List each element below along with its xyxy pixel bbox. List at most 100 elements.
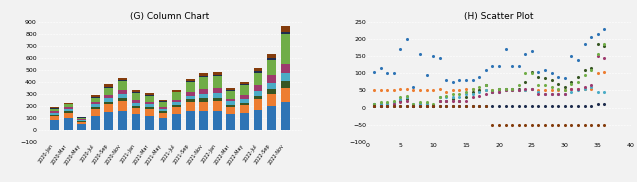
- Bar: [64, 112, 73, 118]
- Sample 3: [428, 104, 438, 107]
- Sample 3: [369, 103, 379, 106]
- Sample 2: [599, 70, 610, 73]
- Sample 8: [494, 123, 504, 126]
- Sample 2: [461, 87, 471, 90]
- Sample 5: [395, 101, 405, 104]
- Sample 4: [369, 103, 379, 106]
- Bar: [240, 85, 249, 95]
- Bar: [50, 109, 59, 111]
- Bar: [213, 101, 222, 111]
- Sample 2: [501, 89, 511, 92]
- Sample 5: [448, 99, 458, 102]
- Bar: [104, 112, 113, 130]
- Sample 6: [474, 86, 484, 88]
- Bar: [186, 79, 195, 81]
- Bar: [227, 101, 235, 105]
- Bar: [132, 93, 140, 100]
- Sample 4: [415, 103, 425, 106]
- Bar: [104, 88, 113, 95]
- Sample 7: [441, 104, 452, 107]
- Sample 2: [434, 87, 445, 90]
- Sample 8: [481, 104, 491, 107]
- Sample 8: [586, 123, 596, 126]
- Sample 1: [408, 86, 419, 88]
- Bar: [254, 110, 262, 130]
- Sample 4: [434, 96, 445, 99]
- Bar: [227, 114, 235, 130]
- Sample 4: [540, 92, 550, 95]
- Sample 3: [448, 98, 458, 100]
- Bar: [145, 107, 154, 109]
- Sample 4: [566, 91, 576, 94]
- Bar: [104, 84, 113, 87]
- Bar: [172, 100, 181, 102]
- Bar: [227, 91, 235, 99]
- Sample 8: [501, 123, 511, 126]
- Sample 3: [599, 44, 610, 47]
- Sample 7: [382, 104, 392, 107]
- Sample 4: [481, 89, 491, 92]
- Sample 3: [494, 87, 504, 90]
- Sample 5: [461, 99, 471, 102]
- Sample 1: [448, 80, 458, 83]
- Sample 5: [580, 86, 590, 88]
- Sample 5: [586, 84, 596, 87]
- Bar: [199, 77, 208, 89]
- Sample 6: [586, 68, 596, 71]
- Sample 5: [375, 104, 385, 107]
- Sample 6: [494, 87, 504, 90]
- Sample 8: [428, 104, 438, 107]
- Sample 1: [553, 75, 563, 78]
- Bar: [199, 94, 208, 98]
- Sample 6: [454, 92, 464, 95]
- Sample 2: [382, 89, 392, 92]
- Bar: [213, 72, 222, 75]
- Bar: [199, 111, 208, 130]
- Sample 5: [454, 99, 464, 102]
- Sample 2: [481, 89, 491, 92]
- Sample 1: [441, 79, 452, 82]
- Sample 5: [468, 96, 478, 99]
- Sample 7: [389, 104, 399, 107]
- Bar: [145, 102, 154, 104]
- Sample 1: [520, 53, 531, 56]
- Sample 1: [422, 74, 432, 76]
- Sample 6: [382, 101, 392, 104]
- Bar: [64, 107, 73, 109]
- Bar: [91, 95, 99, 97]
- Bar: [254, 85, 262, 91]
- Bar: [77, 120, 86, 121]
- Sample 3: [468, 91, 478, 94]
- Sample 6: [441, 94, 452, 97]
- Sample 3: [415, 103, 425, 106]
- Bar: [159, 102, 168, 107]
- Sample 1: [487, 65, 497, 68]
- Sample 6: [408, 103, 419, 106]
- Sample 5: [408, 104, 419, 107]
- Bar: [159, 107, 168, 109]
- Sample 2: [533, 89, 543, 92]
- Bar: [267, 82, 276, 89]
- Sample 2: [468, 87, 478, 90]
- Sample 3: [422, 103, 432, 106]
- Sample 6: [547, 86, 557, 88]
- Sample 2: [560, 89, 570, 92]
- Bar: [172, 102, 181, 105]
- Sample 4: [592, 91, 603, 94]
- Bar: [227, 88, 235, 90]
- Bar: [267, 106, 276, 130]
- Bar: [281, 64, 290, 73]
- Sample 1: [415, 53, 425, 56]
- Sample 7: [540, 104, 550, 107]
- Sample 6: [375, 101, 385, 104]
- Sample 1: [580, 43, 590, 46]
- Bar: [64, 104, 73, 107]
- Bar: [132, 108, 140, 114]
- Sample 7: [481, 104, 491, 107]
- Sample 8: [592, 123, 603, 126]
- Bar: [199, 73, 208, 76]
- Sample 3: [592, 43, 603, 46]
- Bar: [91, 102, 99, 104]
- Bar: [50, 111, 59, 113]
- Sample 7: [501, 104, 511, 107]
